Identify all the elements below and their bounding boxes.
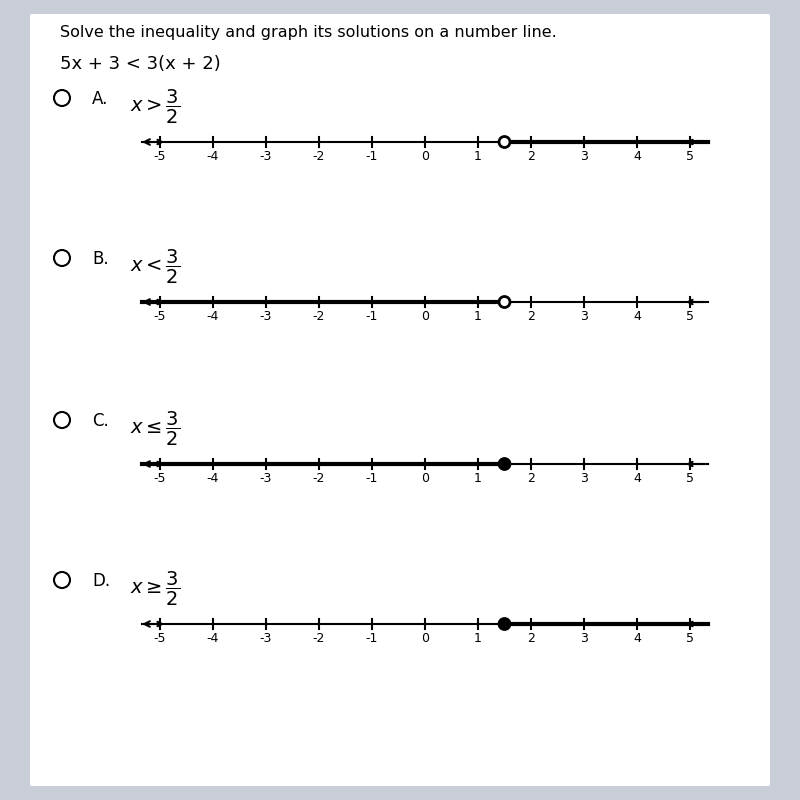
Text: 2: 2 (527, 150, 535, 163)
Text: 2: 2 (527, 632, 535, 645)
Text: C.: C. (92, 412, 109, 430)
Text: -4: -4 (207, 310, 219, 323)
Text: 2: 2 (527, 472, 535, 485)
Circle shape (54, 90, 70, 106)
Text: -1: -1 (366, 310, 378, 323)
Text: -3: -3 (260, 310, 272, 323)
Text: 1: 1 (474, 150, 482, 163)
Text: 0: 0 (421, 150, 429, 163)
Text: -2: -2 (313, 150, 325, 163)
Text: $x \geq \dfrac{3}{2}$: $x \geq \dfrac{3}{2}$ (130, 570, 180, 608)
Text: D.: D. (92, 572, 110, 590)
Text: -5: -5 (154, 632, 166, 645)
Text: 0: 0 (421, 310, 429, 323)
Circle shape (499, 618, 510, 630)
Text: -4: -4 (207, 472, 219, 485)
Text: -1: -1 (366, 472, 378, 485)
Text: 1: 1 (474, 310, 482, 323)
Circle shape (499, 458, 510, 470)
Text: -5: -5 (154, 150, 166, 163)
Text: -2: -2 (313, 472, 325, 485)
Text: B.: B. (92, 250, 109, 268)
Text: 5: 5 (686, 150, 694, 163)
Text: 1: 1 (474, 472, 482, 485)
Text: $x \leq \dfrac{3}{2}$: $x \leq \dfrac{3}{2}$ (130, 410, 180, 448)
Text: -3: -3 (260, 150, 272, 163)
Circle shape (499, 137, 510, 147)
Text: -5: -5 (154, 310, 166, 323)
Text: A.: A. (92, 90, 108, 108)
Text: 4: 4 (633, 632, 641, 645)
Text: 0: 0 (421, 632, 429, 645)
Text: -3: -3 (260, 472, 272, 485)
Text: 3: 3 (580, 310, 588, 323)
Text: -2: -2 (313, 632, 325, 645)
Text: -4: -4 (207, 632, 219, 645)
Text: 3: 3 (580, 150, 588, 163)
Circle shape (499, 297, 510, 307)
Text: 4: 4 (633, 472, 641, 485)
Text: -5: -5 (154, 472, 166, 485)
Text: Solve the inequality and graph its solutions on a number line.: Solve the inequality and graph its solut… (60, 25, 557, 40)
Text: 3: 3 (580, 472, 588, 485)
Text: -1: -1 (366, 632, 378, 645)
Text: 5: 5 (686, 310, 694, 323)
Text: $x > \dfrac{3}{2}$: $x > \dfrac{3}{2}$ (130, 88, 180, 126)
Text: -3: -3 (260, 632, 272, 645)
Text: 1: 1 (474, 632, 482, 645)
Circle shape (54, 412, 70, 428)
Text: -2: -2 (313, 310, 325, 323)
Text: 4: 4 (633, 150, 641, 163)
Text: 3: 3 (580, 632, 588, 645)
Text: -1: -1 (366, 150, 378, 163)
Text: 4: 4 (633, 310, 641, 323)
Text: 5x + 3 < 3(x + 2): 5x + 3 < 3(x + 2) (60, 55, 221, 73)
Circle shape (54, 572, 70, 588)
FancyBboxPatch shape (30, 14, 770, 786)
Text: 2: 2 (527, 310, 535, 323)
Text: 5: 5 (686, 472, 694, 485)
Text: 5: 5 (686, 632, 694, 645)
Text: $x < \dfrac{3}{2}$: $x < \dfrac{3}{2}$ (130, 248, 180, 286)
Text: -4: -4 (207, 150, 219, 163)
Text: 0: 0 (421, 472, 429, 485)
Circle shape (54, 250, 70, 266)
